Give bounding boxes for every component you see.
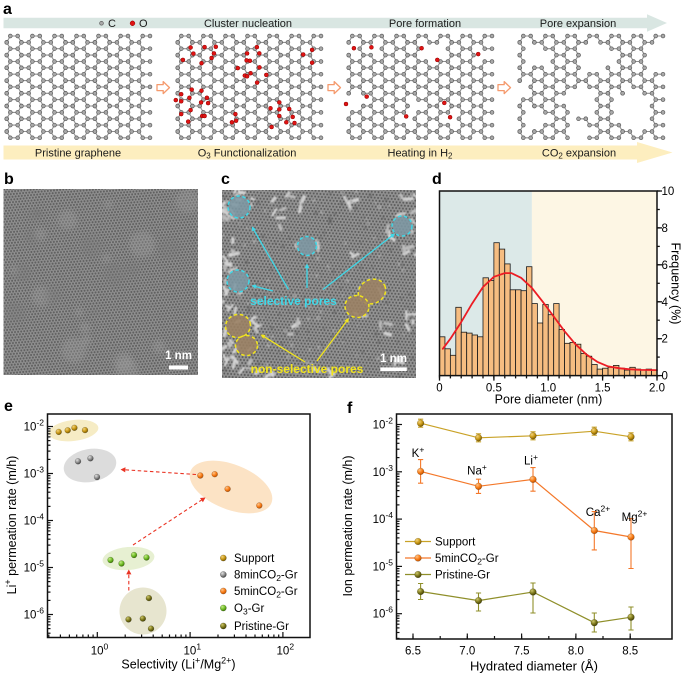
svg-text:Pristine-Gr: Pristine-Gr [234, 621, 289, 633]
svg-text:Support: Support [234, 553, 275, 565]
svg-text:2: 2 [662, 334, 668, 346]
svg-text:f: f [347, 400, 353, 417]
svg-text:Pore diameter (nm): Pore diameter (nm) [495, 393, 603, 407]
svg-text:0: 0 [662, 371, 668, 383]
svg-text:0.5: 0.5 [486, 383, 502, 395]
svg-text:8: 8 [662, 223, 668, 235]
svg-text:CO2 expansion: CO2 expansion [542, 148, 616, 161]
svg-text:8.5: 8.5 [622, 646, 638, 658]
svg-text:Pore expansion: Pore expansion [540, 18, 616, 30]
svg-text:10: 10 [662, 186, 675, 198]
svg-text:8.0: 8.0 [568, 646, 584, 658]
svg-text:Pristine graphene: Pristine graphene [35, 148, 121, 160]
svg-text:2.0: 2.0 [649, 383, 665, 395]
svg-text:a: a [3, 1, 12, 18]
svg-text:6: 6 [662, 260, 668, 272]
svg-text:1 nm: 1 nm [165, 350, 192, 362]
svg-text:1.5: 1.5 [595, 383, 611, 395]
svg-text:b: b [4, 171, 14, 188]
svg-text:Pristine-Gr: Pristine-Gr [435, 570, 490, 582]
svg-text:5minCO2-Gr: 5minCO2-Gr [435, 553, 499, 567]
svg-text:Li+ permeation rate (m/h): Li+ permeation rate (m/h) [3, 456, 19, 595]
svg-text:non-selective pores: non-selective pores [251, 362, 364, 376]
svg-text:4: 4 [662, 297, 669, 309]
svg-text:Support: Support [435, 537, 476, 549]
svg-text:7.5: 7.5 [514, 646, 530, 658]
svg-text:Cluster nucleation: Cluster nucleation [204, 18, 292, 30]
svg-text:Frequency (%): Frequency (%) [669, 243, 683, 325]
svg-text:5minCO2-Gr: 5minCO2-Gr [234, 586, 298, 600]
svg-text:e: e [4, 398, 13, 415]
svg-text:Selectivity (Li+/Mg2+): Selectivity (Li+/Mg2+) [121, 656, 235, 672]
svg-text:Heating in H2: Heating in H2 [388, 148, 454, 161]
svg-text:Pore formation: Pore formation [389, 18, 461, 30]
svg-text:0: 0 [436, 383, 442, 395]
svg-text:O3-Gr: O3-Gr [234, 603, 264, 617]
svg-text:6.5: 6.5 [405, 646, 421, 658]
svg-text:d: d [432, 171, 442, 188]
svg-text:C: C [108, 18, 116, 30]
svg-text:1.0: 1.0 [540, 383, 556, 395]
svg-text:Ion permeation rate (m/h): Ion permeation rate (m/h) [341, 455, 355, 596]
svg-text:Hydrated diameter (Å): Hydrated diameter (Å) [470, 659, 598, 674]
svg-text:8minCO2-Gr: 8minCO2-Gr [234, 570, 298, 584]
svg-text:7.0: 7.0 [459, 646, 475, 658]
svg-text:O3 Functionalization: O3 Functionalization [198, 148, 297, 161]
svg-text:O: O [139, 18, 148, 30]
svg-text:c: c [221, 171, 230, 188]
svg-text:selective pores: selective pores [250, 294, 337, 308]
svg-text:1 nm: 1 nm [380, 353, 407, 365]
